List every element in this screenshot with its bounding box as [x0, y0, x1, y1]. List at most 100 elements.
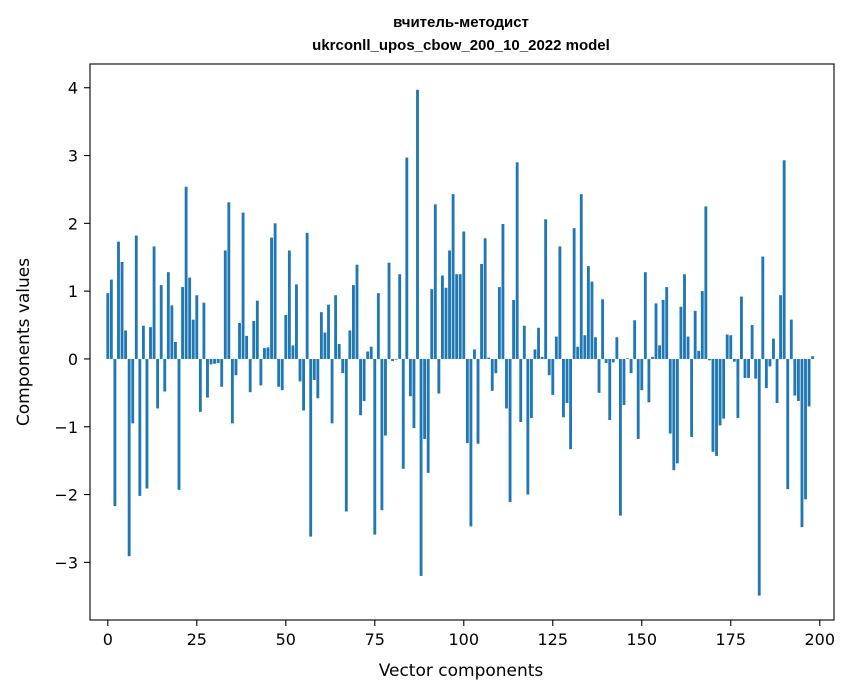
- bar-111: [501, 224, 505, 359]
- bar-17: [166, 272, 170, 359]
- bar-50: [284, 314, 288, 359]
- bar-184: [761, 256, 765, 359]
- bar-127: [558, 246, 562, 359]
- bar-176: [732, 358, 736, 362]
- bar-86: [412, 358, 416, 429]
- x-tick-label: 175: [715, 630, 746, 649]
- bar-194: [796, 358, 800, 401]
- bar-192: [789, 319, 793, 359]
- bar-24: [191, 319, 195, 359]
- bar-11: [145, 358, 149, 489]
- bar-89: [423, 358, 427, 439]
- bar-108: [490, 358, 494, 391]
- bar-138: [597, 358, 601, 393]
- y-tick-label: 2: [68, 214, 78, 233]
- bar-142: [611, 358, 615, 363]
- bar-126: [554, 336, 558, 359]
- x-tick-label: 50: [276, 630, 296, 649]
- bar-76: [376, 293, 380, 359]
- bar-177: [736, 358, 740, 418]
- bar-85: [408, 358, 412, 397]
- bar-166: [697, 350, 701, 359]
- bar-115: [515, 162, 519, 359]
- bar-38: [241, 212, 245, 359]
- bar-94: [441, 275, 444, 359]
- bar-40: [248, 358, 252, 393]
- bar-49: [280, 358, 284, 391]
- bar-96: [448, 250, 451, 359]
- bar-1: [109, 279, 113, 359]
- bar-110: [497, 287, 501, 359]
- bar-172: [718, 358, 722, 426]
- bar-160: [675, 358, 679, 464]
- bar-39: [245, 335, 249, 359]
- bar-29: [209, 358, 213, 365]
- bar-84: [405, 157, 409, 359]
- bar-104: [476, 358, 480, 444]
- bar-191: [786, 358, 790, 490]
- bar-52: [291, 345, 295, 359]
- bar-197: [807, 358, 811, 407]
- bar-77: [380, 358, 384, 511]
- bar-113: [508, 358, 512, 503]
- bar-66: [341, 358, 345, 374]
- bar-33: [223, 250, 227, 359]
- bar-103: [473, 349, 476, 359]
- y-tick-label: 1: [68, 282, 78, 301]
- bar-60: [319, 312, 323, 359]
- bar-137: [594, 337, 597, 359]
- bar-47: [273, 223, 277, 359]
- bar-174: [725, 334, 729, 359]
- bar-75: [373, 358, 377, 535]
- bar-102: [469, 358, 473, 527]
- bar-109: [494, 358, 498, 374]
- bar-80: [391, 358, 395, 361]
- bar-44: [263, 348, 266, 359]
- x-tick-label: 0: [103, 630, 113, 649]
- bar-167: [700, 291, 704, 359]
- x-tick-label: 150: [626, 630, 657, 649]
- bar-114: [512, 299, 516, 359]
- bar-146: [626, 358, 629, 359]
- bar-48: [277, 358, 281, 387]
- bar-158: [668, 358, 672, 434]
- bar-55: [302, 358, 306, 411]
- bar-149: [636, 358, 640, 439]
- bar-72: [362, 358, 366, 401]
- bar-73: [366, 351, 370, 359]
- bar-35: [230, 358, 234, 424]
- bar-68: [348, 330, 352, 359]
- y-axis-ticks: −3 −2 −1 0 1 2 3 4: [54, 79, 90, 572]
- bar-196: [804, 358, 807, 500]
- bar-36: [234, 358, 238, 376]
- bar-143: [615, 337, 619, 359]
- bar-188: [775, 358, 779, 404]
- bar-186: [768, 358, 772, 367]
- bar-63: [330, 358, 334, 424]
- bar-131: [572, 228, 576, 359]
- bar-58: [312, 358, 316, 380]
- x-axis-ticks: 0 25 50 75 100 125 150 175 200: [103, 620, 835, 649]
- bar-168: [704, 206, 708, 359]
- bar-118: [526, 358, 530, 495]
- bar-157: [665, 287, 669, 359]
- bar-99: [458, 274, 462, 359]
- bar-62: [327, 304, 330, 359]
- bar-28: [206, 358, 209, 398]
- bar-46: [270, 237, 273, 359]
- plot-frame: [89, 63, 835, 621]
- bar-45: [266, 347, 270, 359]
- bar-70: [355, 264, 359, 359]
- bar-180: [747, 358, 750, 378]
- bar-7: [131, 358, 135, 424]
- bar-0: [106, 293, 110, 359]
- y-tick-label: −3: [54, 553, 78, 572]
- bar-141: [608, 358, 612, 420]
- y-axis-label: Components values: [14, 258, 34, 426]
- bar-169: [707, 358, 711, 361]
- y-tick-label: 3: [68, 147, 78, 166]
- bar-64: [334, 295, 338, 359]
- bar-171: [715, 358, 718, 456]
- bar-93: [437, 358, 441, 394]
